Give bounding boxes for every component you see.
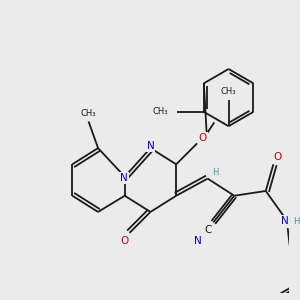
Text: CH₃: CH₃ bbox=[221, 87, 236, 96]
Text: N: N bbox=[147, 141, 154, 151]
Text: H: H bbox=[293, 217, 299, 226]
Text: H: H bbox=[212, 168, 218, 177]
Text: O: O bbox=[199, 133, 207, 142]
Text: N: N bbox=[120, 172, 128, 183]
Text: N: N bbox=[281, 217, 289, 226]
Text: C: C bbox=[204, 225, 211, 235]
Text: CH₃: CH₃ bbox=[152, 107, 168, 116]
Text: N: N bbox=[194, 236, 202, 247]
Text: CH₃: CH₃ bbox=[81, 109, 96, 118]
Text: O: O bbox=[121, 236, 129, 245]
Text: O: O bbox=[273, 152, 281, 162]
